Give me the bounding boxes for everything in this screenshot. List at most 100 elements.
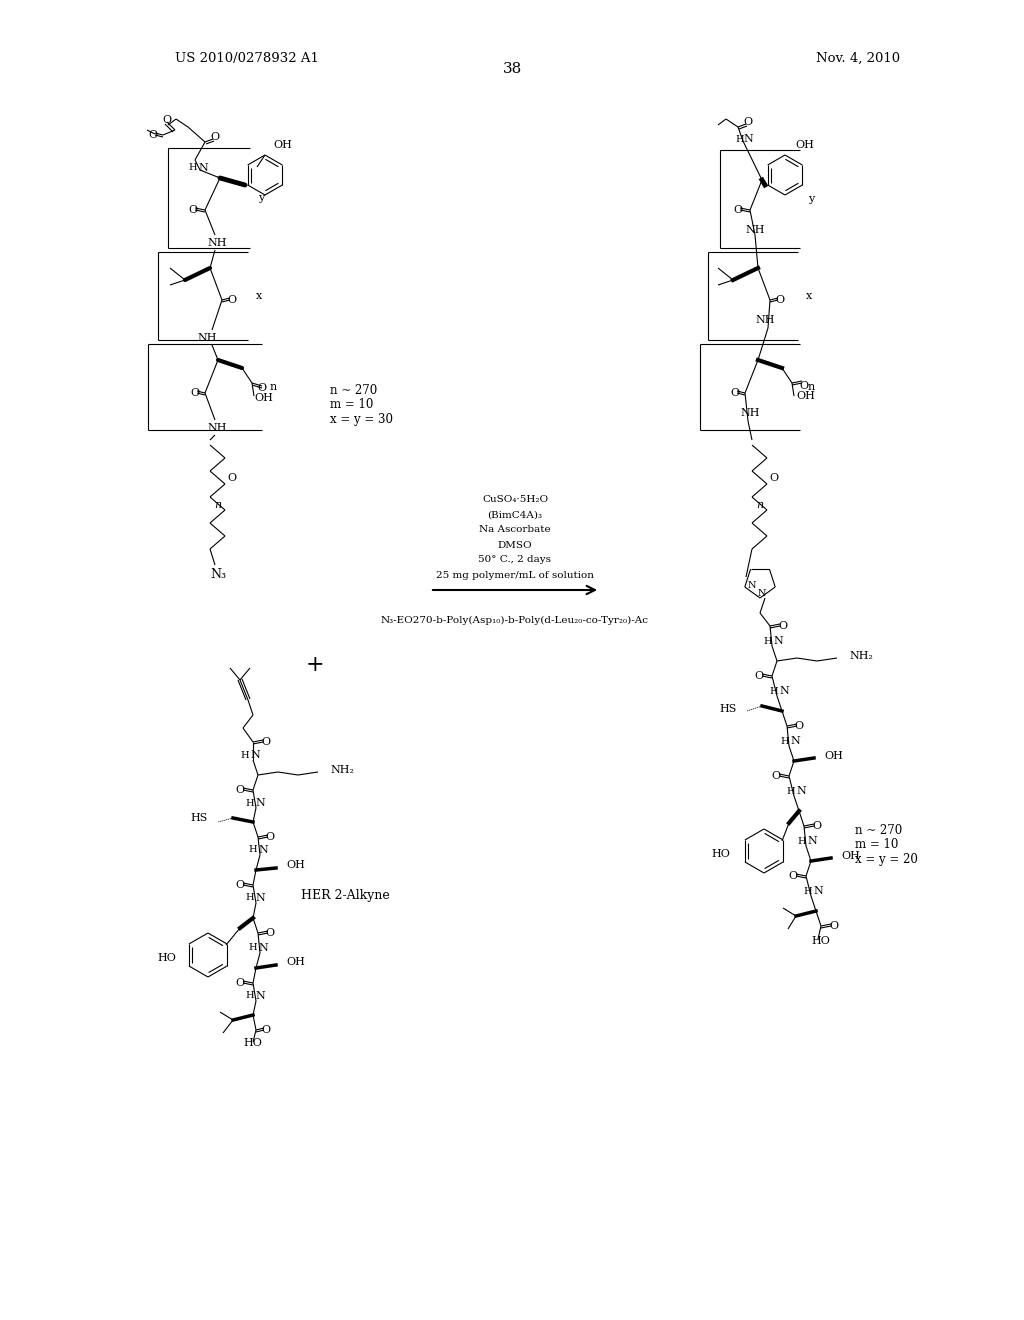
Text: NH₂: NH₂	[849, 651, 872, 661]
Text: O: O	[236, 880, 245, 890]
Text: O: O	[769, 473, 778, 483]
Text: n: n	[270, 381, 278, 392]
Text: HO: HO	[157, 953, 176, 964]
Text: O: O	[778, 620, 787, 631]
Text: y: y	[258, 193, 264, 203]
Text: N: N	[791, 737, 800, 746]
Text: n: n	[808, 381, 815, 392]
Text: OH: OH	[797, 391, 815, 401]
Text: x = y = 30: x = y = 30	[330, 413, 393, 426]
Text: N: N	[758, 590, 766, 598]
Text: O: O	[227, 473, 237, 483]
Text: 50° C., 2 days: 50° C., 2 days	[478, 556, 552, 565]
Text: O: O	[188, 205, 198, 215]
Text: H: H	[246, 799, 254, 808]
Text: O: O	[261, 1026, 270, 1035]
Text: HO: HO	[244, 1038, 262, 1048]
Text: n ~ 270: n ~ 270	[330, 384, 377, 396]
Text: OH: OH	[286, 861, 305, 870]
Text: H: H	[249, 944, 257, 953]
Text: x = y = 20: x = y = 20	[855, 854, 918, 866]
Text: m = 10: m = 10	[855, 838, 898, 851]
Text: N: N	[813, 886, 823, 896]
Text: CuSO₄·5H₂O: CuSO₄·5H₂O	[482, 495, 548, 504]
Text: m = 10: m = 10	[330, 399, 374, 412]
Text: H: H	[246, 991, 254, 1001]
Text: O: O	[755, 671, 764, 681]
Text: Nov. 4, 2010: Nov. 4, 2010	[816, 51, 900, 65]
Text: OH: OH	[286, 957, 305, 968]
Text: n: n	[757, 500, 764, 510]
Text: H: H	[241, 751, 249, 759]
Text: +: +	[306, 653, 325, 676]
Text: H: H	[770, 686, 778, 696]
Text: O: O	[829, 921, 839, 931]
Text: H: H	[804, 887, 812, 895]
Text: H: H	[188, 164, 198, 173]
Text: NH: NH	[756, 315, 775, 325]
Text: NH: NH	[745, 224, 765, 235]
Text: HS: HS	[190, 813, 208, 822]
Text: N: N	[258, 845, 268, 855]
Text: N: N	[773, 636, 783, 645]
Text: O: O	[163, 115, 172, 125]
Text: N: N	[807, 836, 817, 846]
Text: H: H	[798, 837, 806, 846]
Text: O: O	[775, 294, 784, 305]
Text: OH: OH	[795, 140, 814, 150]
Text: n: n	[214, 500, 221, 510]
Text: N: N	[198, 162, 208, 173]
Text: O: O	[211, 132, 219, 143]
Text: O: O	[261, 737, 270, 747]
Text: O: O	[812, 821, 821, 832]
Text: O: O	[730, 388, 739, 399]
Text: O: O	[190, 388, 200, 399]
Text: H: H	[786, 787, 796, 796]
Text: H: H	[249, 846, 257, 854]
Text: NH: NH	[740, 408, 760, 418]
Text: O: O	[795, 721, 804, 731]
Text: HER 2-Alkyne: HER 2-Alkyne	[301, 888, 390, 902]
Text: N: N	[255, 799, 265, 808]
Text: N: N	[796, 785, 806, 796]
Text: NH₂: NH₂	[330, 766, 354, 775]
Text: O: O	[227, 294, 237, 305]
Text: O: O	[257, 383, 266, 393]
Text: (BimC4A)₃: (BimC4A)₃	[487, 511, 543, 520]
Text: HS: HS	[720, 704, 737, 714]
Text: N: N	[258, 942, 268, 953]
Text: N₃-EO270-b-Poly(Asp₁₀)-b-Poly(d-Leu₂₀-co-Tyr₂₀)-Ac: N₃-EO270-b-Poly(Asp₁₀)-b-Poly(d-Leu₂₀-co…	[381, 615, 649, 624]
Text: N: N	[255, 991, 265, 1001]
Text: OH: OH	[841, 851, 860, 861]
Text: x: x	[806, 290, 812, 301]
Text: H: H	[246, 894, 254, 903]
Text: US 2010/0278932 A1: US 2010/0278932 A1	[175, 51, 318, 65]
Text: O: O	[265, 832, 274, 842]
Text: NH: NH	[207, 238, 226, 248]
Text: O: O	[265, 928, 274, 939]
Text: N: N	[250, 750, 260, 760]
Text: y: y	[808, 194, 814, 205]
Text: N: N	[748, 581, 757, 590]
Text: n ~ 270: n ~ 270	[855, 824, 902, 837]
Text: O: O	[236, 978, 245, 987]
Text: HO: HO	[812, 936, 830, 946]
Text: H: H	[780, 737, 790, 746]
Text: N₃: N₃	[210, 569, 226, 582]
Text: O: O	[771, 771, 780, 781]
Text: O: O	[236, 785, 245, 795]
Text: 25 mg polymer/mL of solution: 25 mg polymer/mL of solution	[436, 570, 594, 579]
Text: OH: OH	[824, 751, 843, 762]
Text: DMSO: DMSO	[498, 540, 532, 549]
Text: O: O	[800, 381, 809, 391]
Text: 38: 38	[503, 62, 521, 77]
Text: OH: OH	[255, 393, 273, 403]
Text: NH: NH	[198, 333, 217, 343]
Text: N: N	[255, 894, 265, 903]
Text: Na Ascorbate: Na Ascorbate	[479, 525, 551, 535]
Text: O: O	[788, 871, 798, 880]
Text: HO: HO	[711, 849, 730, 859]
Text: O: O	[743, 117, 753, 127]
Text: OH: OH	[273, 140, 292, 150]
Text: NH: NH	[207, 422, 226, 433]
